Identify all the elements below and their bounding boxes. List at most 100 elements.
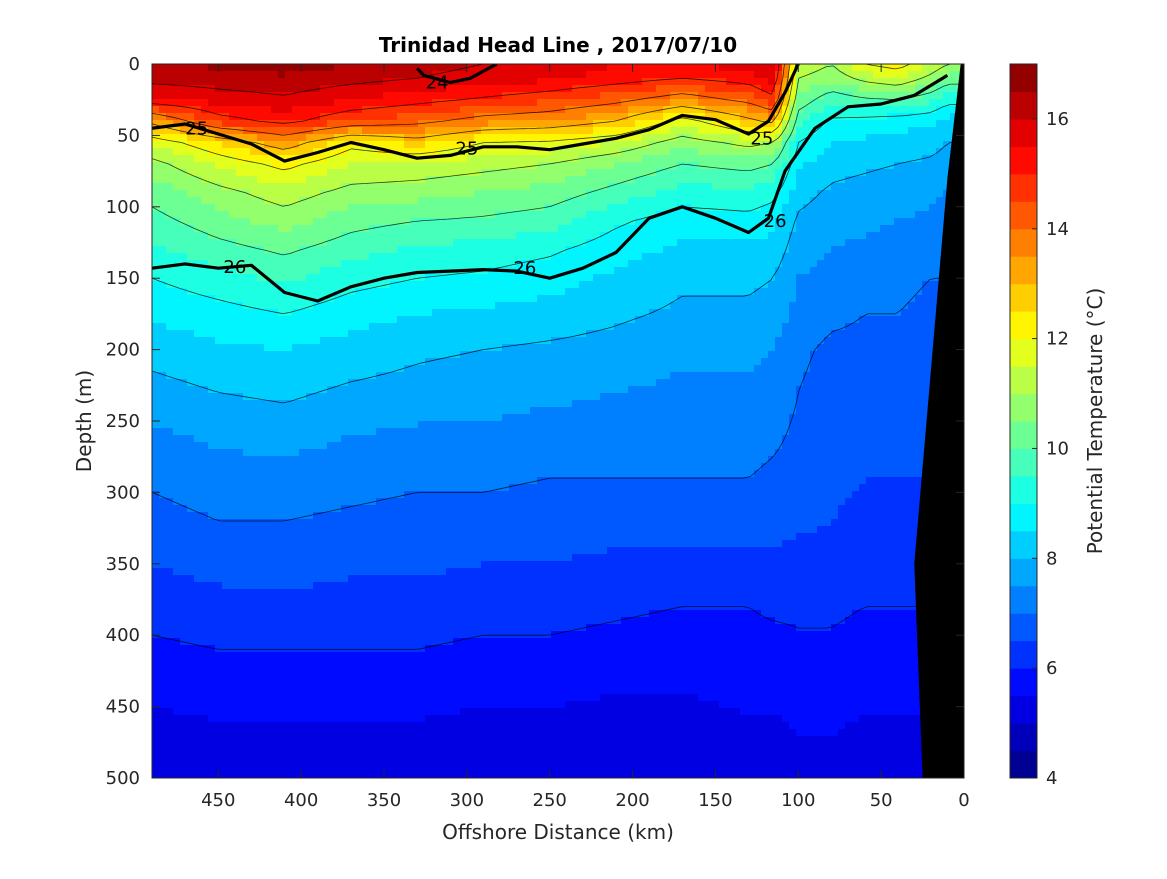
field-cell (299, 330, 307, 338)
field-cell (481, 239, 489, 247)
field-cell (215, 337, 223, 345)
field-cell (397, 225, 405, 233)
field-cell (152, 323, 160, 331)
field-cell (894, 323, 902, 331)
field-cell (523, 106, 531, 114)
field-cell (775, 330, 783, 338)
field-cell (684, 358, 692, 366)
field-cell (348, 162, 356, 170)
field-cell (285, 190, 293, 198)
field-cell (271, 351, 279, 359)
field-cell (334, 155, 342, 163)
field-cell (432, 204, 440, 212)
field-cell (355, 239, 363, 247)
field-cell (453, 281, 461, 289)
field-cell (775, 106, 783, 114)
field-cell (481, 351, 489, 359)
field-cell (425, 218, 433, 226)
field-cell (159, 225, 167, 233)
field-cell (859, 71, 867, 79)
field-cell (306, 155, 314, 163)
field-cell (397, 176, 405, 184)
field-cell (250, 176, 258, 184)
field-cell (558, 253, 566, 261)
field-cell (390, 260, 398, 268)
field-cell (425, 246, 433, 254)
field-cell (649, 225, 657, 233)
field-cell (593, 337, 601, 345)
field-cell (348, 295, 356, 303)
field-cell (929, 246, 937, 254)
field-cell (523, 323, 531, 331)
field-cell (649, 316, 657, 324)
field-cell (768, 239, 776, 247)
field-cell (901, 85, 909, 93)
field-cell (390, 267, 398, 275)
field-cell (593, 92, 601, 100)
field-cell (726, 162, 734, 170)
field-cell (698, 141, 706, 149)
field-cell (334, 323, 342, 331)
field-cell (950, 64, 958, 72)
field-cell (705, 127, 713, 135)
field-cell (663, 134, 671, 142)
field-cell (929, 197, 937, 205)
field-cell (334, 64, 342, 72)
field-cell (929, 127, 937, 135)
field-cell (824, 141, 832, 149)
field-cell (481, 176, 489, 184)
field-cell (215, 120, 223, 128)
field-cell (152, 225, 160, 233)
field-cell (292, 127, 300, 135)
field-cell (418, 141, 426, 149)
field-cell (733, 316, 741, 324)
field-cell (327, 211, 335, 219)
field-cell (509, 148, 517, 156)
field-cell (355, 127, 363, 135)
field-cell (726, 232, 734, 240)
field-cell (439, 120, 447, 128)
field-cell (551, 64, 559, 72)
field-cell (628, 106, 636, 114)
field-cell (894, 148, 902, 156)
field-cell (411, 64, 419, 72)
field-cell (607, 85, 615, 93)
field-cell (817, 337, 825, 345)
field-cell (320, 330, 328, 338)
field-cell (887, 351, 895, 359)
field-cell (789, 330, 797, 338)
field-cell (572, 246, 580, 254)
field-cell (488, 274, 496, 282)
field-cell (873, 85, 881, 93)
field-cell (691, 120, 699, 128)
field-cell (376, 64, 384, 72)
field-cell (502, 148, 510, 156)
field-cell (642, 295, 650, 303)
field-cell (530, 78, 538, 86)
field-cell (152, 169, 160, 177)
field-cell (201, 92, 209, 100)
field-cell (873, 204, 881, 212)
field-cell (299, 197, 307, 205)
field-cell (152, 365, 160, 373)
field-cell (621, 309, 629, 317)
field-cell (439, 99, 447, 107)
field-cell (698, 232, 706, 240)
field-cell (754, 169, 762, 177)
field-cell (782, 99, 790, 107)
field-cell (446, 288, 454, 296)
field-cell (369, 120, 377, 128)
field-cell (222, 204, 230, 212)
field-cell (838, 246, 846, 254)
field-cell (761, 246, 769, 254)
field-cell (446, 295, 454, 303)
field-cell (257, 344, 265, 352)
field-cell (418, 78, 426, 86)
field-cell (922, 176, 930, 184)
field-cell (446, 141, 454, 149)
field-cell (418, 148, 426, 156)
field-cell (677, 351, 685, 359)
field-cell (866, 232, 874, 240)
field-cell (187, 211, 195, 219)
field-cell (754, 288, 762, 296)
